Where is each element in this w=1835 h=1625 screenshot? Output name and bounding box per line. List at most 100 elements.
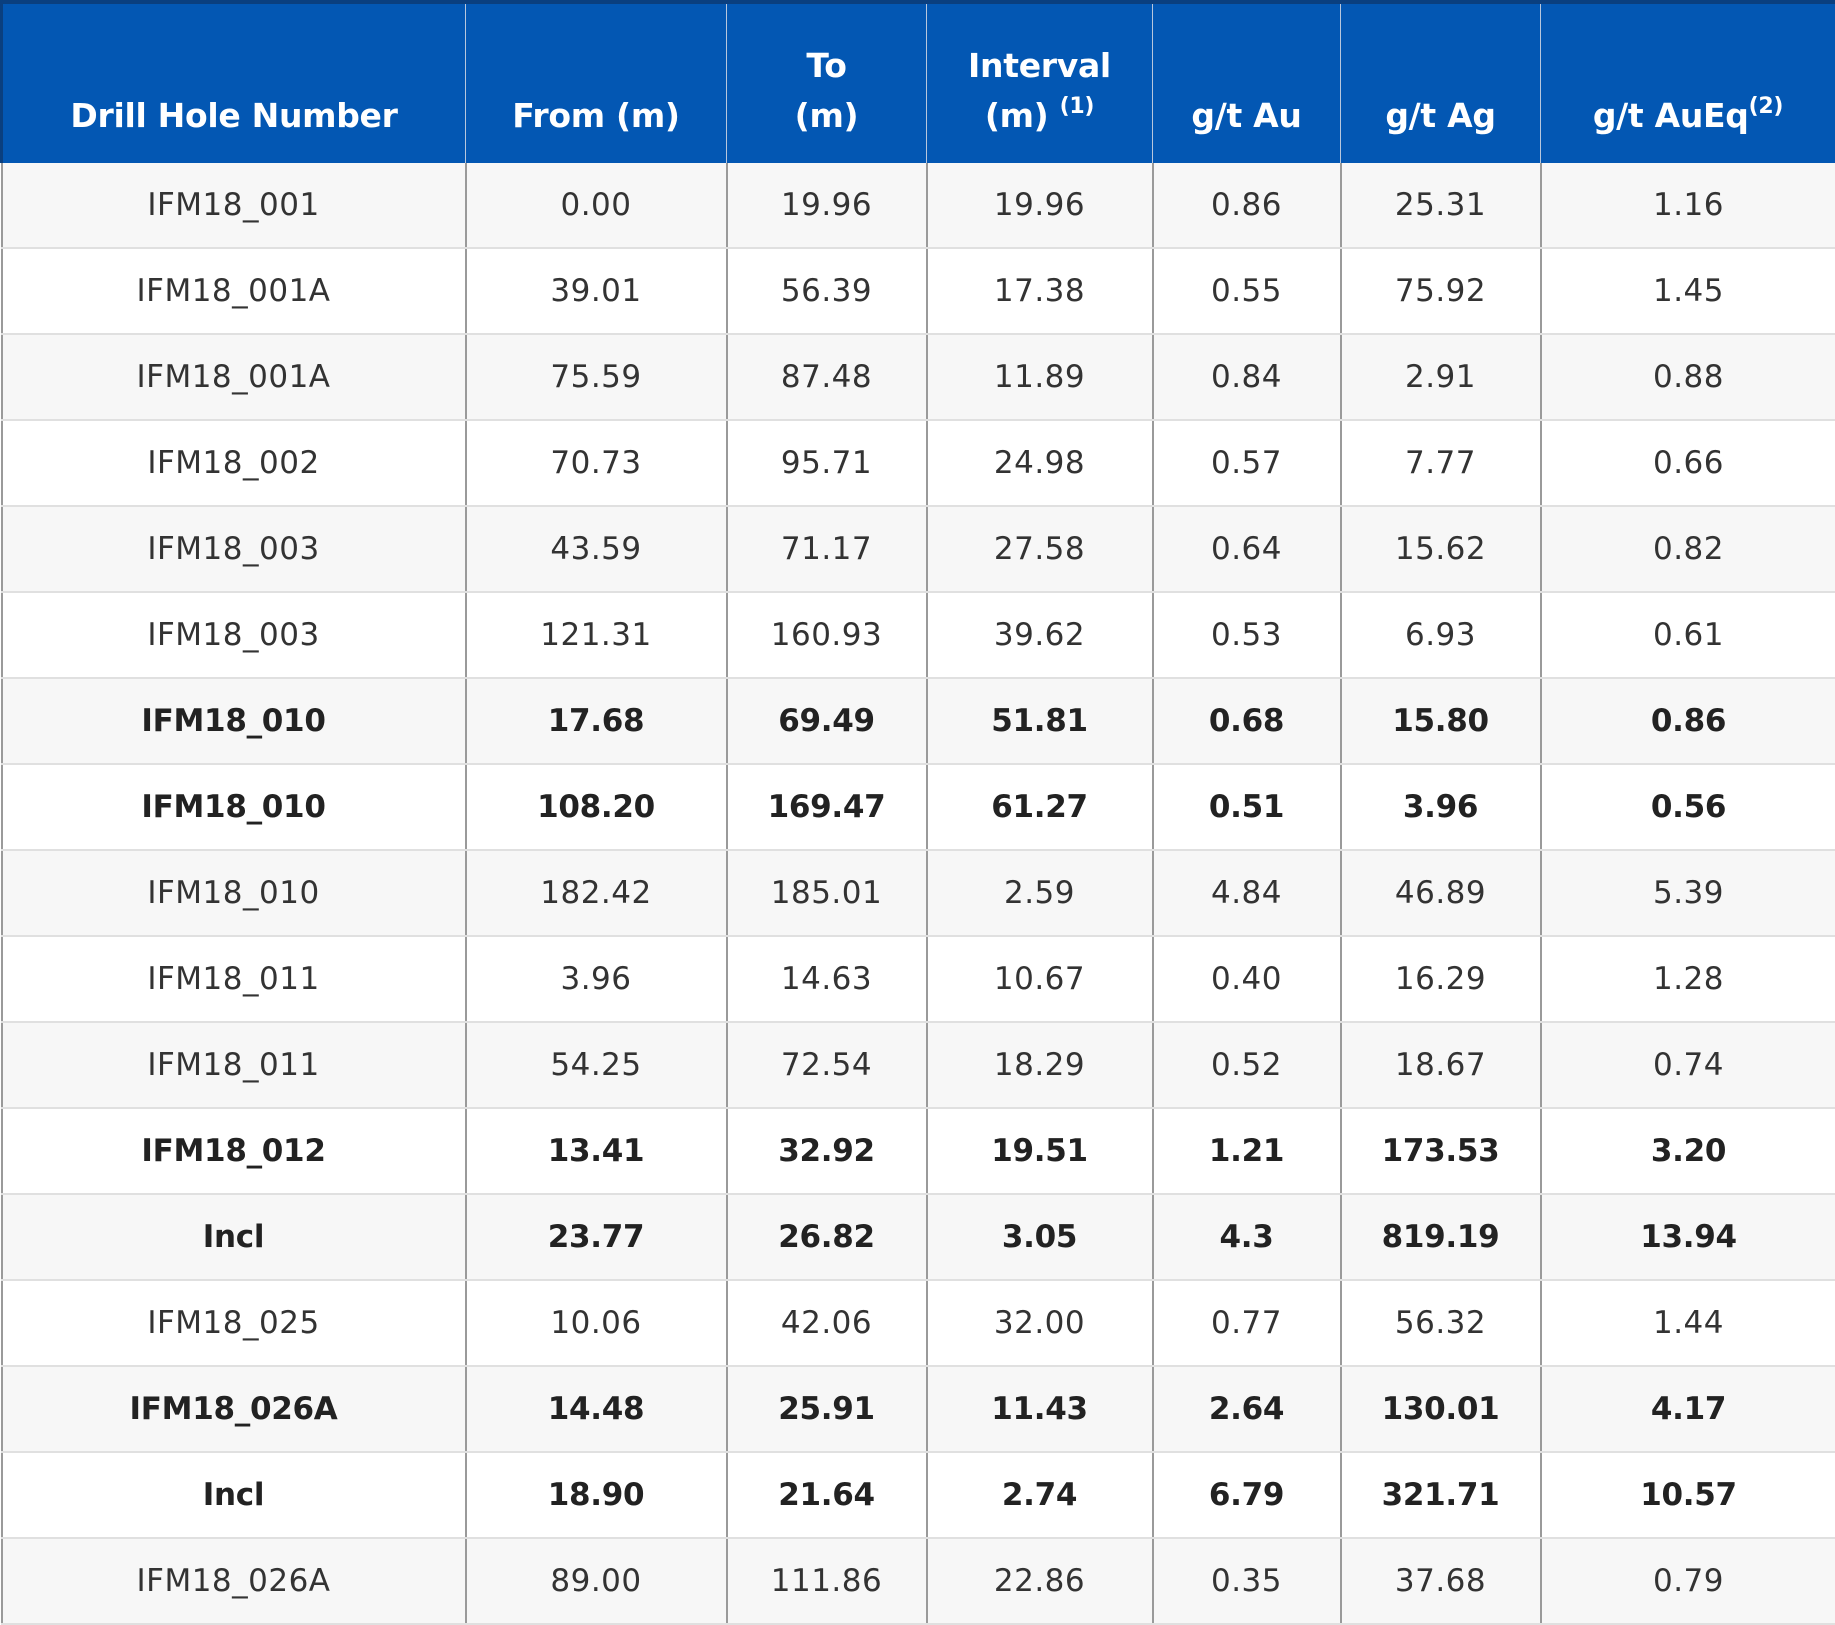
cell-ag: 75.92 [1341,248,1541,334]
cell-aueq: 1.44 [1541,1280,1835,1366]
cell-aueq: 4.17 [1541,1366,1835,1452]
cell-aueq: 0.86 [1541,678,1835,764]
cell-from: 43.59 [466,506,727,592]
cell-au: 4.84 [1153,850,1341,936]
cell-from: 13.41 [466,1108,727,1194]
cell-interval: 19.51 [927,1108,1153,1194]
cell-interval: 3.05 [927,1194,1153,1280]
cell-ag: 46.89 [1341,850,1541,936]
cell-au: 0.86 [1153,163,1341,248]
cell-to: 185.01 [727,850,927,936]
cell-to: 56.39 [727,248,927,334]
cell-aueq: 0.82 [1541,506,1835,592]
cell-from: 18.90 [466,1452,727,1538]
cell-drill-hole: IFM18_026A [2,1538,466,1624]
cell-from: 70.73 [466,420,727,506]
cell-ag: 3.96 [1341,764,1541,850]
cell-drill-hole: IFM18_010 [2,850,466,936]
cell-interval: 2.74 [927,1452,1153,1538]
cell-ag: 16.29 [1341,936,1541,1022]
header-label-line1: To [806,46,846,85]
cell-au: 0.84 [1153,334,1341,420]
cell-aueq: 1.45 [1541,248,1835,334]
cell-to: 71.17 [727,506,927,592]
cell-from: 17.68 [466,678,727,764]
header-label-line1: Interval [968,46,1111,85]
cell-drill-hole: IFM18_002 [2,420,466,506]
cell-ag: 7.77 [1341,420,1541,506]
cell-aueq: 0.79 [1541,1538,1835,1624]
cell-aueq: 5.39 [1541,850,1835,936]
cell-interval: 24.98 [927,420,1153,506]
cell-au: 0.53 [1153,592,1341,678]
cell-ag: 819.19 [1341,1194,1541,1280]
cell-drill-hole: IFM18_011 [2,1022,466,1108]
cell-from: 108.20 [466,764,727,850]
cell-au: 4.3 [1153,1194,1341,1280]
cell-drill-hole: IFM18_026A [2,1366,466,1452]
header-label: Drill Hole Number [70,96,397,135]
cell-interval: 11.89 [927,334,1153,420]
cell-ag: 6.93 [1341,592,1541,678]
cell-to: 32.92 [727,1108,927,1194]
header-drill-hole-number: Drill Hole Number [2,2,466,163]
header-label: (m) [795,96,859,135]
cell-drill-hole: IFM18_012 [2,1108,466,1194]
cell-interval: 18.29 [927,1022,1153,1108]
cell-ag: 37.68 [1341,1538,1541,1624]
cell-aueq: 1.16 [1541,163,1835,248]
cell-au: 0.52 [1153,1022,1341,1108]
cell-aueq: 0.88 [1541,334,1835,420]
header-label: (m) [985,96,1060,135]
header-gt-aueq: g/t AuEq(2) [1541,2,1835,163]
cell-from: 3.96 [466,936,727,1022]
cell-drill-hole: IFM18_025 [2,1280,466,1366]
cell-drill-hole: IFM18_010 [2,678,466,764]
header-interval: Interval (m) (1) [927,2,1153,163]
cell-from: 54.25 [466,1022,727,1108]
cell-aueq: 0.56 [1541,764,1835,850]
cell-ag: 130.01 [1341,1366,1541,1452]
cell-to: 14.63 [727,936,927,1022]
cell-aueq: 10.57 [1541,1452,1835,1538]
cell-interval: 27.58 [927,506,1153,592]
cell-aueq: 1.28 [1541,936,1835,1022]
cell-to: 21.64 [727,1452,927,1538]
footnote-marker: (1) [1060,94,1095,119]
cell-aueq: 13.94 [1541,1194,1835,1280]
header-to: To (m) [727,2,927,163]
cell-from: 0.00 [466,163,727,248]
cell-au: 6.79 [1153,1452,1341,1538]
cell-to: 42.06 [727,1280,927,1366]
footnote-marker: (2) [1749,94,1784,119]
cell-to: 169.47 [727,764,927,850]
cell-drill-hole: Incl [2,1452,466,1538]
cell-to: 87.48 [727,334,927,420]
cell-from: 39.01 [466,248,727,334]
cell-interval: 2.59 [927,850,1153,936]
cell-to: 25.91 [727,1366,927,1452]
cell-au: 1.21 [1153,1108,1341,1194]
cell-drill-hole: IFM18_003 [2,592,466,678]
cell-aueq: 0.61 [1541,592,1835,678]
cell-ag: 25.31 [1341,163,1541,248]
cell-to: 69.49 [727,678,927,764]
cell-ag: 15.62 [1341,506,1541,592]
